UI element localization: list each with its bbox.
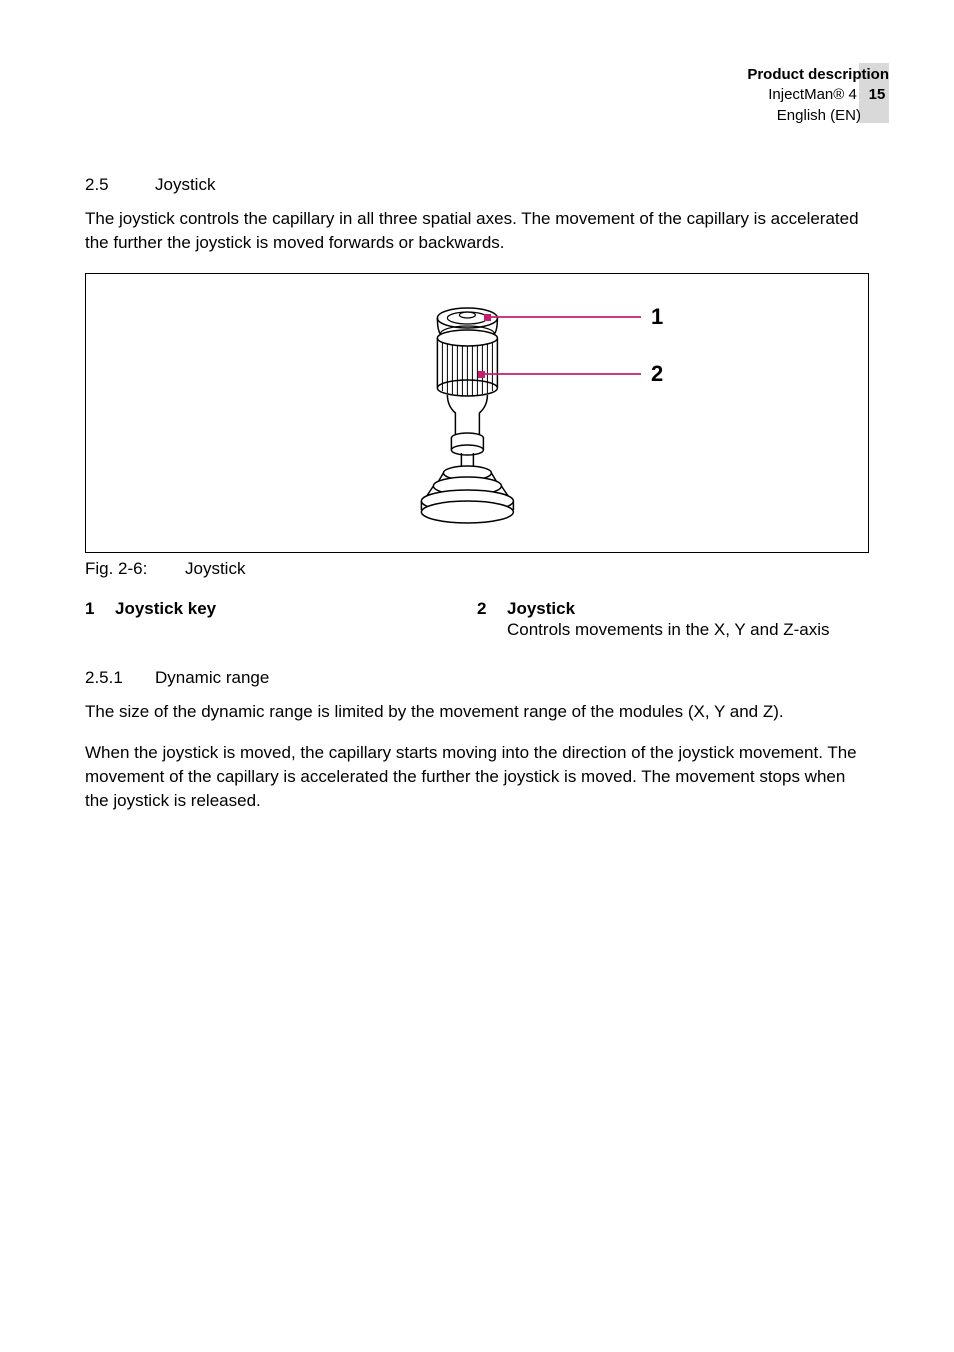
figure-legend: 1 Joystick key 2 Joystick Controls movem… (85, 599, 869, 642)
figure-box: 1 2 (85, 273, 869, 553)
figure-caption: Fig. 2-6:Joystick (85, 559, 869, 579)
page-number: 15 (865, 85, 889, 105)
section-title: Joystick (155, 175, 215, 194)
section-heading: 2.5Joystick (85, 175, 869, 195)
header-language: English (EN) (747, 106, 889, 126)
section-intro: The joystick controls the capillary in a… (85, 207, 869, 255)
legend-item-1: 1 Joystick key (85, 599, 477, 642)
callout-lines (86, 274, 868, 552)
legend-2-title: Joystick (507, 599, 849, 619)
legend-item-2: 2 Joystick Controls movements in the X, … (477, 599, 869, 642)
header-product: InjectMan® 4 (768, 85, 857, 105)
subsection-p1: The size of the dynamic range is limited… (85, 700, 869, 724)
subsection-p2: When the joystick is moved, the capillar… (85, 741, 869, 812)
legend-2-desc: Controls movements in the X, Y and Z-axi… (507, 619, 849, 642)
callout-2: 2 (651, 361, 663, 387)
legend-2-number: 2 (477, 599, 507, 642)
figure-caption-number: Fig. 2-6: (85, 559, 185, 579)
page-header: Product description InjectMan® 4 15 Engl… (747, 65, 889, 126)
subsection-title: Dynamic range (155, 668, 269, 687)
section-number: 2.5 (85, 175, 155, 195)
legend-1-title: Joystick key (115, 599, 457, 619)
subsection-number: 2.5.1 (85, 668, 155, 688)
callout-1: 1 (651, 304, 663, 330)
subsection-heading: 2.5.1Dynamic range (85, 668, 869, 688)
header-title: Product description (747, 65, 889, 85)
figure-caption-title: Joystick (185, 559, 245, 578)
legend-1-number: 1 (85, 599, 115, 642)
